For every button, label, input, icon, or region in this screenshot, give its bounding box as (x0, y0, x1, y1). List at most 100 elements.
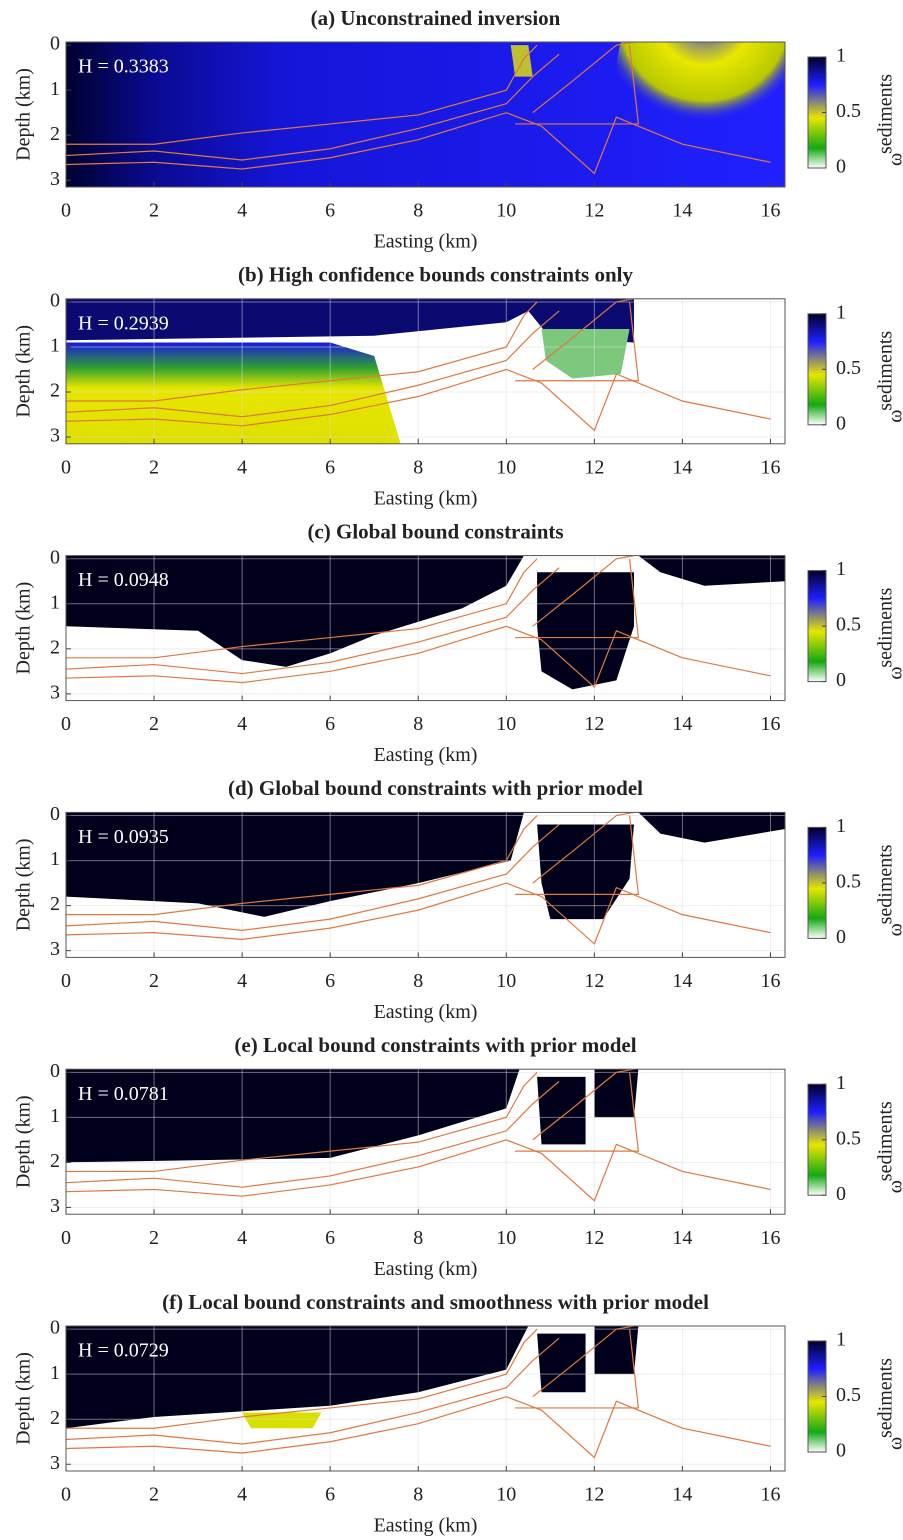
boundary-line (66, 310, 560, 418)
plot-frame (65, 555, 786, 702)
field (66, 812, 524, 917)
x-tick-label: 2 (149, 713, 159, 735)
x-tick-label: 16 (760, 1227, 780, 1249)
heatmap (66, 298, 785, 444)
y-tick-label: 3 (50, 681, 60, 703)
x-tick-label: 10 (496, 1484, 516, 1506)
colorbar-tick-label: 1 (836, 815, 846, 837)
colorbar-tick-label: 0.5 (836, 357, 861, 379)
boundary-line (66, 112, 771, 175)
field (541, 328, 630, 379)
y-axis-label: Depth (km) (13, 68, 35, 161)
annotation: H = 0.3383 (78, 56, 169, 78)
heatmap (66, 42, 785, 187)
x-tick-label: 10 (496, 1227, 516, 1249)
x-tick-label: 8 (413, 456, 423, 478)
x-tick-label: 12 (584, 456, 604, 478)
colorbar-superscript: sediments (875, 331, 897, 411)
boundary-line (66, 558, 538, 659)
field (66, 1326, 529, 1429)
field (242, 1412, 322, 1429)
field (66, 555, 524, 667)
panel: (e) Local bound constraints with prior m… (13, 1033, 903, 1280)
x-tick-label: 6 (325, 970, 335, 992)
x-tick-label: 2 (149, 456, 159, 478)
x-axis-label: Easting (km) (374, 487, 478, 509)
x-tick-label: 8 (413, 970, 423, 992)
x-axis-label: Easting (km) (374, 1258, 478, 1280)
x-tick-label: 16 (760, 1484, 780, 1506)
x-tick-label: 0 (61, 200, 71, 222)
x-tick-label: 4 (237, 970, 247, 992)
x-tick-label: 14 (672, 970, 692, 992)
y-tick-label: 2 (50, 1150, 60, 1172)
x-tick-label: 10 (496, 713, 516, 735)
panel: (a) Unconstrained inversion H = 0.3383 0 2 4… (13, 6, 903, 253)
panel-title: (d) Global bound constraints with prior … (228, 776, 643, 800)
colorbar-tick-label: 0 (836, 1183, 846, 1205)
colorbar-symbol: ω (885, 666, 903, 679)
heatmap (66, 1326, 785, 1471)
y-tick-label: 2 (50, 636, 60, 658)
x-tick-label: 4 (237, 200, 247, 222)
boundary-line (532, 555, 635, 627)
x-axis-label: Easting (km) (374, 231, 478, 253)
x-tick-label: 14 (672, 1484, 692, 1506)
y-tick-label: 0 (50, 1317, 60, 1339)
colorbar-superscript: sediments (875, 587, 897, 667)
boundary-line (66, 882, 771, 945)
x-tick-label: 0 (61, 1484, 71, 1506)
colorbar-symbol: ω (885, 410, 903, 423)
x-tick-label: 14 (672, 200, 692, 222)
field (66, 298, 634, 343)
field (638, 555, 785, 586)
boundary-line (66, 815, 538, 916)
x-tick-label: 14 (672, 713, 692, 735)
y-tick-label: 3 (50, 938, 60, 960)
boundary-line (66, 625, 771, 689)
boundary-line (532, 812, 635, 884)
panel-title: (a) Unconstrained inversion (311, 6, 561, 30)
colorbar-tick-label: 0 (836, 412, 846, 434)
boundary-line (515, 1329, 640, 1409)
y-tick-label: 0 (50, 33, 60, 55)
plot-frame (65, 298, 786, 445)
x-tick-label: 2 (149, 200, 159, 222)
x-tick-label: 0 (61, 970, 71, 992)
x-tick-label: 10 (496, 200, 516, 222)
panel-title: (b) High confidence bounds constraints o… (238, 263, 633, 287)
colorbar-tick-label: 1 (836, 1329, 846, 1351)
boundary-line (515, 815, 640, 895)
x-tick-label: 2 (149, 1227, 159, 1249)
heatmap (66, 812, 785, 958)
field (638, 812, 785, 843)
annotation: H = 0.0935 (78, 826, 169, 848)
panel-title: (e) Local bound constraints with prior m… (234, 1033, 636, 1057)
y-axis-label: Depth (km) (13, 325, 35, 418)
x-tick-label: 4 (237, 1227, 247, 1249)
heatmap (66, 1069, 785, 1215)
x-tick-label: 6 (325, 200, 335, 222)
colorbar-tick-label: 0.5 (836, 100, 861, 122)
x-tick-label: 12 (584, 970, 604, 992)
colorbar-tick-label: 0 (836, 1440, 846, 1462)
x-tick-label: 12 (584, 713, 604, 735)
x-tick-label: 0 (61, 1227, 71, 1249)
boundary-line (66, 1139, 771, 1202)
y-tick-label: 0 (50, 1060, 60, 1082)
colorbar-tick-label: 0 (836, 926, 846, 948)
boundary-line (66, 53, 560, 161)
boundary-line (66, 301, 538, 402)
colorbar-symbol: ω (885, 1180, 903, 1193)
x-tick-label: 12 (584, 1484, 604, 1506)
field (537, 1076, 586, 1145)
y-tick-label: 0 (50, 290, 60, 312)
colorbar-tick-label: 1 (836, 301, 846, 323)
boundary-line (66, 368, 771, 432)
y-tick-label: 1 (50, 335, 60, 357)
boundary-line (66, 824, 560, 931)
boundary-line (532, 298, 635, 370)
x-axis-label: Easting (km) (374, 744, 478, 766)
field (537, 1333, 586, 1393)
y-tick-label: 2 (50, 123, 60, 145)
